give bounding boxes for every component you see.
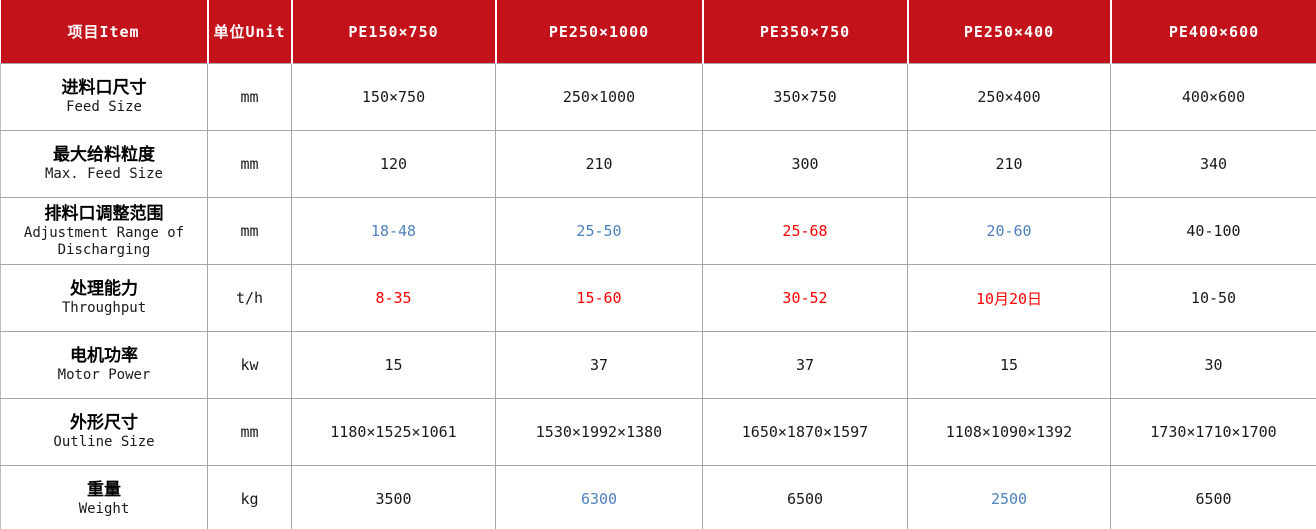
- unit-cell: mm: [207, 130, 292, 198]
- unit-cell: kg: [207, 465, 292, 529]
- row-label-en: Outline Size: [53, 434, 155, 451]
- value-cell: 340: [1110, 130, 1316, 198]
- value-cell: 6500: [1110, 465, 1316, 529]
- value-cell: 18-48: [291, 197, 496, 265]
- unit-cell: kw: [207, 331, 292, 399]
- value-cell: 400×600: [1110, 63, 1316, 131]
- value-cell: 30-52: [702, 264, 908, 332]
- value-cell: 300: [702, 130, 908, 198]
- row-label-cell: 处理能力 Throughput: [0, 264, 208, 332]
- table-row: 进料口尺寸 Feed Size mm 150×750 250×1000 350×750 25…: [0, 63, 1316, 131]
- value-cell: 150×750: [291, 63, 496, 131]
- value-cell: 210: [495, 130, 703, 198]
- table-row: 重量 Weight kg 3500 6300 6500 2500 6500: [0, 465, 1316, 529]
- value-cell: 6300: [495, 465, 703, 529]
- table-row: 排料口调整范围 Adjustment Range of Discharging mm…: [0, 197, 1316, 265]
- value-cell: 1180×1525×1061: [291, 398, 496, 466]
- row-label-cell: 进料口尺寸 Feed Size: [0, 63, 208, 131]
- row-label-en: Max. Feed Size: [44, 166, 163, 183]
- row-label-cell: 外形尺寸 Outline Size: [0, 398, 208, 466]
- row-label-cn: 电机功率: [70, 345, 138, 366]
- header-cell-item: 项目Item: [0, 0, 208, 64]
- value-cell: 1650×1870×1597: [702, 398, 908, 466]
- header-cell-model: PE250×400: [906, 0, 1111, 64]
- value-cell: 15-60: [495, 264, 703, 332]
- row-label-en: Weight: [78, 501, 130, 518]
- header-cell-model: PE150×750: [290, 0, 496, 64]
- value-cell: 37: [495, 331, 703, 399]
- value-cell: 1530×1992×1380: [495, 398, 703, 466]
- value-cell: 10月20日: [907, 264, 1111, 332]
- header-cell-model: PE400×600: [1109, 0, 1316, 64]
- row-label-cell: 电机功率 Motor Power: [0, 331, 208, 399]
- value-cell: 25-50: [495, 197, 703, 265]
- header-cell-unit: 单位Unit: [206, 0, 292, 64]
- value-cell: 10-50: [1110, 264, 1316, 332]
- row-label-cn: 进料口尺寸: [61, 77, 147, 98]
- value-cell: 30: [1110, 331, 1316, 399]
- unit-cell: t/h: [207, 264, 292, 332]
- value-cell: 120: [291, 130, 496, 198]
- value-cell: 3500: [291, 465, 496, 529]
- value-cell: 6500: [702, 465, 908, 529]
- row-label-en: Adjustment Range of Discharging: [23, 224, 185, 258]
- row-label-cn: 外形尺寸: [70, 412, 138, 433]
- row-label-cn: 处理能力: [70, 278, 138, 299]
- row-label-cn: 重量: [87, 479, 121, 500]
- row-label-en: Feed Size: [66, 99, 142, 116]
- row-label-en: Throughput: [61, 300, 147, 317]
- unit-cell: mm: [207, 197, 292, 265]
- row-label-cell: 最大给料粒度 Max. Feed Size: [0, 130, 208, 198]
- value-cell: 350×750: [702, 63, 908, 131]
- value-cell: 1108×1090×1392: [907, 398, 1111, 466]
- value-cell: 25-68: [702, 197, 908, 265]
- value-cell: 15: [291, 331, 496, 399]
- unit-cell: mm: [207, 63, 292, 131]
- value-cell: 20-60: [907, 197, 1111, 265]
- value-cell: 250×400: [907, 63, 1111, 131]
- header-cell-model: PE350×750: [701, 0, 908, 64]
- value-cell: 15: [907, 331, 1111, 399]
- value-cell: 250×1000: [495, 63, 703, 131]
- value-cell: 1730×1710×1700: [1110, 398, 1316, 466]
- table-row: 处理能力 Throughput t/h 8-35 15-60 30-52 10月20日 10-…: [0, 264, 1316, 332]
- table-row: 电机功率 Motor Power kw 15 37 37 15 30: [0, 331, 1316, 399]
- table-row: 最大给料粒度 Max. Feed Size mm 120 210 300 210 340: [0, 130, 1316, 198]
- value-cell: 8-35: [291, 264, 496, 332]
- header-row: 项目Item 单位Unit PE150×750 PE250×1000 PE350…: [0, 0, 1316, 64]
- row-label-cn: 排料口调整范围: [44, 203, 164, 224]
- header-cell-model: PE250×1000: [494, 0, 703, 64]
- value-cell: 210: [907, 130, 1111, 198]
- value-cell: 40-100: [1110, 197, 1316, 265]
- unit-cell: mm: [207, 398, 292, 466]
- row-label-cell: 排料口调整范围 Adjustment Range of Discharging: [0, 197, 208, 265]
- row-label-cn: 最大给料粒度: [53, 144, 155, 165]
- row-label-cell: 重量 Weight: [0, 465, 208, 529]
- value-cell: 37: [702, 331, 908, 399]
- value-cell: 2500: [907, 465, 1111, 529]
- table-row: 外形尺寸 Outline Size mm 1180×1525×1061 1530×199…: [0, 398, 1316, 466]
- row-label-en: Motor Power: [57, 367, 151, 384]
- spec-table-body: 进料口尺寸 Feed Size mm 150×750 250×1000 350×750 25…: [0, 63, 1316, 529]
